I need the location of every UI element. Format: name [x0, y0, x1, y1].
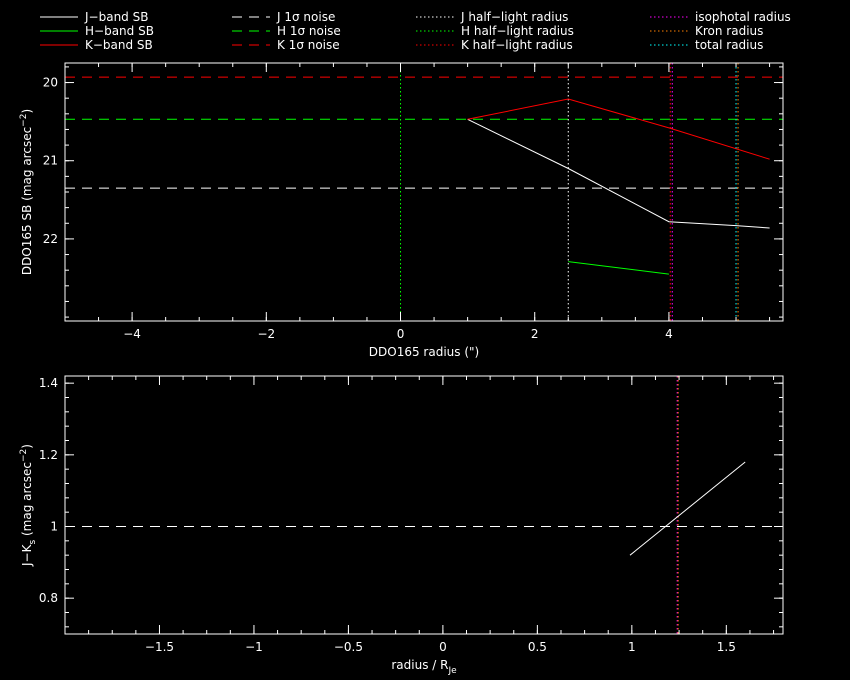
- legend-entry: J−band SB: [40, 10, 148, 24]
- x-tick-label: −0.5: [334, 640, 363, 654]
- legend-entry: H−band SB: [40, 24, 154, 38]
- y-tick-label: 20: [43, 76, 58, 90]
- x-tick-label: −1.5: [145, 640, 174, 654]
- legend-entry: J 1σ noise: [232, 10, 335, 24]
- x-axis-label-main: radius / R: [391, 658, 448, 672]
- x-axis-label: radius / RJe: [391, 658, 457, 676]
- x-tick-label: −1: [245, 640, 263, 654]
- plot-frame: [64, 62, 784, 322]
- x-tick-label: 1: [628, 640, 636, 654]
- x-tick-label: 0: [439, 640, 447, 654]
- y-tick-label: 0.8: [39, 591, 58, 605]
- plot-frame: [64, 375, 784, 635]
- x-tick-label: 0.5: [528, 640, 547, 654]
- x-tick-label: −2: [257, 327, 275, 341]
- y-tick-label: 22: [43, 232, 58, 246]
- legend-label: K half−light radius: [461, 38, 573, 52]
- series-line: [467, 98, 770, 160]
- legend-entry: Kron radius: [650, 24, 763, 38]
- y-tick-label: 21: [43, 154, 58, 168]
- legend-entry: K 1σ noise: [232, 38, 340, 52]
- legend-label: J 1σ noise: [276, 10, 335, 24]
- legend-label: J−band SB: [84, 10, 148, 24]
- plot-panel-1: −4 −2 0 2 4 20 21 22 DDO165 radius (") DDO165 SB …: [19, 62, 784, 359]
- y-axis-label-superscript: −2: [19, 449, 29, 462]
- y-axis-label: DDO165 SB (mag arcsec−2): [19, 109, 34, 275]
- y-axis-label-end: ): [20, 109, 34, 114]
- legend-label: K−band SB: [85, 38, 153, 52]
- legend-entry: H 1σ noise: [232, 24, 341, 38]
- x-tick-label: 4: [665, 327, 673, 341]
- legend-label: Kron radius: [695, 24, 763, 38]
- legend-label: K 1σ noise: [277, 38, 340, 52]
- y-axis-label-rest: (mag arcsec: [20, 462, 34, 540]
- y-axis-label-end: ): [20, 444, 34, 449]
- legend-label: total radius: [695, 38, 763, 52]
- y-tick-label: 1.2: [39, 448, 58, 462]
- legend-entry: isophotal radius: [650, 10, 791, 24]
- y-axis-label-main: DDO165 SB (mag arcsec: [20, 127, 34, 275]
- series-line: [629, 461, 746, 556]
- x-axis-label: DDO165 radius ("): [369, 345, 479, 359]
- legend-entry: total radius: [650, 38, 763, 52]
- y-axis-label-subscript: s: [28, 540, 38, 545]
- legend-entry: K half−light radius: [416, 38, 573, 52]
- legend-entry: K−band SB: [40, 38, 153, 52]
- x-tick-label: 2: [531, 327, 539, 341]
- y-tick-label: 1: [50, 520, 58, 534]
- x-axis-label-main: DDO165 radius ("): [369, 345, 479, 359]
- legend-entry: J half−light radius: [416, 10, 568, 24]
- series-line: [467, 118, 770, 229]
- x-axis-label-subscript: Je: [447, 666, 457, 676]
- legend-label: J half−light radius: [460, 10, 568, 24]
- x-tick-label: −4: [123, 327, 141, 341]
- legend-label: H 1σ noise: [277, 24, 341, 38]
- legend-label: H half−light radius: [461, 24, 574, 38]
- legend-label: isophotal radius: [695, 10, 791, 24]
- x-tick-label: 1.5: [717, 640, 736, 654]
- y-tick-label: 1.4: [39, 376, 58, 390]
- plot-panel-2: −1.5 −1 −0.5 0 0.5 1 1.5 0.8 1 1.2 1.4 radius / RJe…: [19, 375, 784, 676]
- series-line: [568, 261, 669, 275]
- y-axis-label: J−Ks (mag arcsec−2): [19, 444, 38, 567]
- y-axis-label-main: J−K: [20, 543, 34, 567]
- x-tick-label: 0: [397, 327, 405, 341]
- legend-label: H−band SB: [85, 24, 154, 38]
- y-axis-label-superscript: −2: [19, 114, 29, 127]
- legend-entry: H half−light radius: [416, 24, 574, 38]
